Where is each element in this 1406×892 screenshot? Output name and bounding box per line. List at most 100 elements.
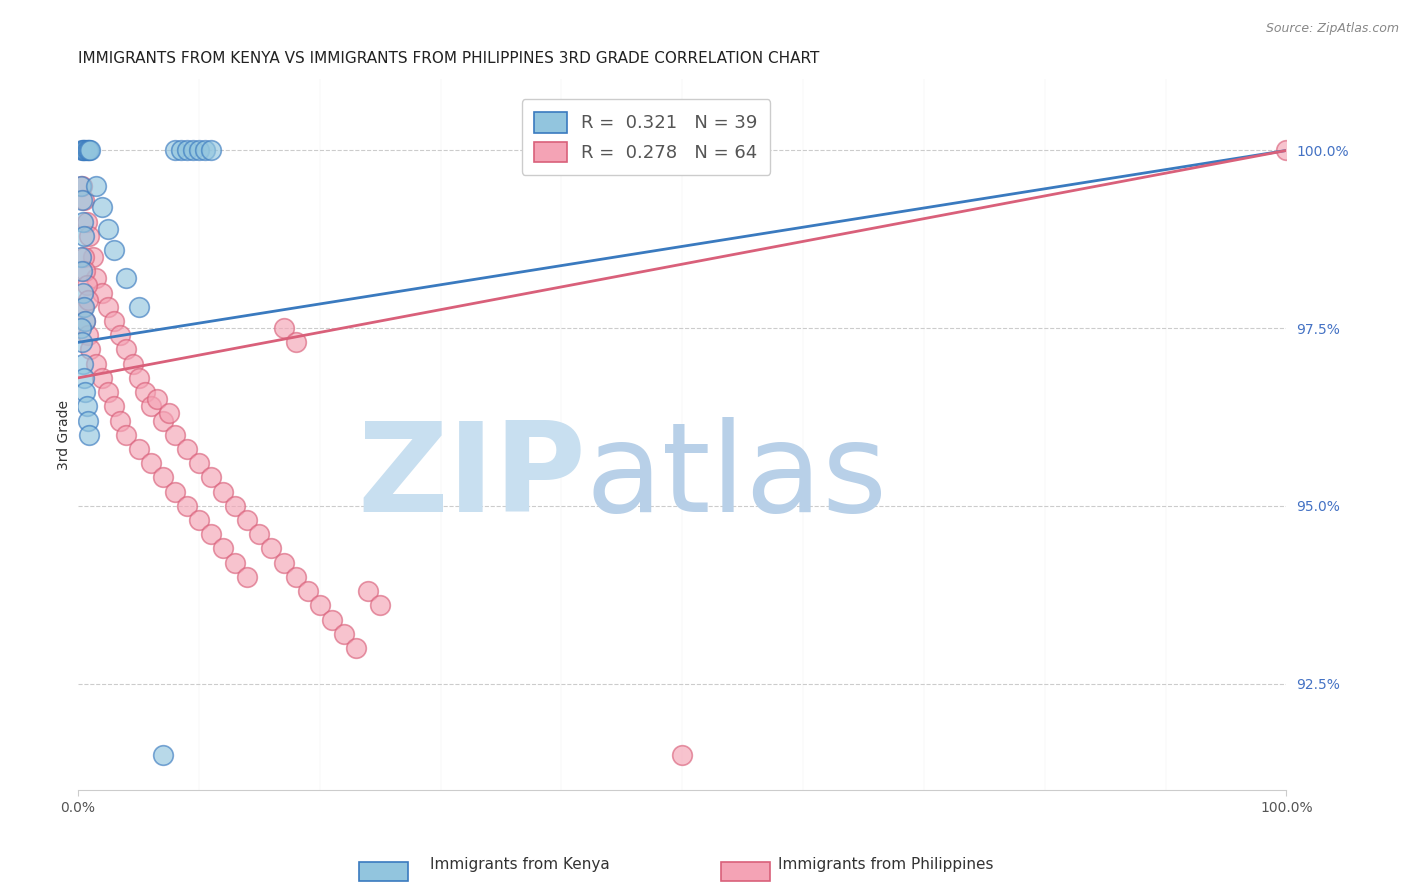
- Point: [212, 484, 235, 499]
- Point: [73, 193, 96, 207]
- Point: [75, 144, 97, 158]
- Point: [134, 385, 156, 400]
- Point: [163, 484, 186, 499]
- Point: [200, 470, 222, 484]
- Point: [76, 293, 98, 307]
- Point: [368, 599, 391, 613]
- Point: [91, 200, 114, 214]
- Point: [188, 456, 211, 470]
- Point: [70, 178, 93, 193]
- Point: [181, 144, 204, 158]
- Point: [73, 371, 96, 385]
- Point: [308, 599, 330, 613]
- Point: [97, 221, 120, 235]
- Point: [73, 228, 96, 243]
- Point: [321, 613, 343, 627]
- Point: [344, 640, 367, 655]
- Point: [671, 747, 693, 762]
- Point: [157, 406, 180, 420]
- Point: [170, 144, 193, 158]
- Point: [152, 747, 174, 762]
- Point: [236, 570, 259, 584]
- Point: [75, 314, 97, 328]
- Point: [77, 427, 100, 442]
- Point: [139, 400, 162, 414]
- Point: [69, 321, 91, 335]
- Point: [139, 456, 162, 470]
- Point: [163, 427, 186, 442]
- Point: [73, 144, 96, 158]
- Point: [79, 144, 101, 158]
- Point: [236, 513, 259, 527]
- Point: [188, 513, 211, 527]
- Point: [70, 264, 93, 278]
- Point: [163, 144, 186, 158]
- Point: [145, 392, 167, 407]
- Point: [70, 335, 93, 350]
- Point: [103, 243, 125, 257]
- Point: [1275, 144, 1298, 158]
- Point: [128, 442, 150, 456]
- Point: [97, 385, 120, 400]
- Point: [72, 300, 94, 314]
- Point: [110, 413, 132, 427]
- Point: [75, 385, 97, 400]
- Point: [76, 413, 98, 427]
- Point: [115, 271, 138, 285]
- Point: [200, 144, 222, 158]
- Point: [128, 371, 150, 385]
- Point: [97, 300, 120, 314]
- Point: [121, 357, 143, 371]
- Point: [176, 499, 198, 513]
- Point: [128, 300, 150, 314]
- Point: [273, 321, 295, 335]
- Point: [76, 328, 98, 343]
- Point: [75, 264, 97, 278]
- Point: [194, 144, 217, 158]
- Point: [284, 335, 307, 350]
- Point: [103, 400, 125, 414]
- Text: Source: ZipAtlas.com: Source: ZipAtlas.com: [1265, 22, 1399, 36]
- Point: [110, 328, 132, 343]
- Point: [224, 556, 246, 570]
- Point: [152, 413, 174, 427]
- Point: [115, 343, 138, 357]
- Point: [84, 357, 107, 371]
- Point: [200, 527, 222, 541]
- Point: [79, 343, 101, 357]
- Point: [91, 371, 114, 385]
- Point: [212, 541, 235, 556]
- Point: [176, 144, 198, 158]
- Point: [84, 271, 107, 285]
- Point: [333, 627, 356, 641]
- Point: [76, 144, 98, 158]
- Point: [82, 250, 104, 264]
- Point: [284, 570, 307, 584]
- Point: [70, 193, 93, 207]
- Text: ZIP: ZIP: [357, 417, 586, 538]
- Point: [72, 144, 94, 158]
- Point: [69, 178, 91, 193]
- Point: [76, 278, 98, 293]
- Point: [247, 527, 270, 541]
- Point: [72, 214, 94, 228]
- Point: [77, 228, 100, 243]
- Point: [176, 442, 198, 456]
- Text: atlas: atlas: [586, 417, 887, 538]
- Point: [103, 314, 125, 328]
- Point: [70, 144, 93, 158]
- Legend: R =  0.321   N = 39, R =  0.278   N = 64: R = 0.321 N = 39, R = 0.278 N = 64: [522, 99, 770, 175]
- Point: [76, 214, 98, 228]
- Point: [69, 250, 91, 264]
- Text: Immigrants from Philippines: Immigrants from Philippines: [778, 857, 994, 872]
- Text: Immigrants from Kenya: Immigrants from Kenya: [430, 857, 610, 872]
- Point: [76, 400, 98, 414]
- Point: [75, 314, 97, 328]
- Point: [260, 541, 283, 556]
- Point: [188, 144, 211, 158]
- Point: [73, 300, 96, 314]
- Point: [84, 178, 107, 193]
- Point: [72, 357, 94, 371]
- Point: [357, 584, 380, 599]
- Point: [115, 427, 138, 442]
